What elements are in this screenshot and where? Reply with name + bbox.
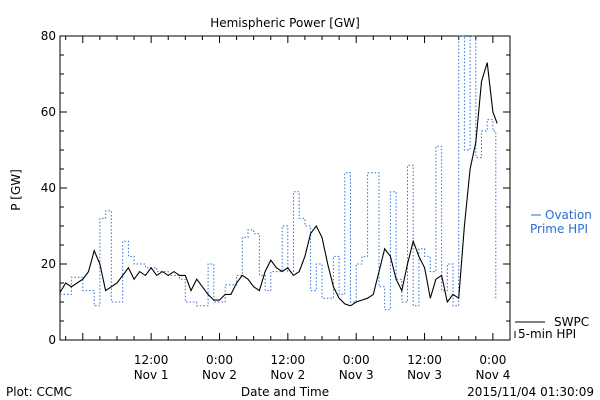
y-tick-label: 0 [48,333,56,347]
x-tick-label-time: 0:00 [479,353,506,367]
x-tick-label-time: 12:00 [134,353,169,367]
x-tick-label-date: Nov 4 [475,368,510,382]
x-tick-label-date: Nov 2 [270,368,305,382]
y-tick-label: 80 [41,29,56,43]
x-tick-label-time: 12:00 [271,353,306,367]
axis-ticks [60,35,511,341]
x-tick-label-date: Nov 3 [407,368,442,382]
series-swpc-5min-hpi [59,62,498,307]
chart-title: Hemispheric Power [GW] [210,16,360,30]
x-tick-label-date: Nov 2 [202,368,237,382]
x-tick-label-date: Nov 3 [339,368,374,382]
footer-timestamp: 2015/11/04 01:30:09 [467,385,594,399]
legend-ovation-label: Ovation [545,208,592,222]
x-axis-label: Date and Time [241,385,329,399]
x-tick-label-time: 12:00 [407,353,442,367]
footer-plot-credit: Plot: CCMC [6,385,72,399]
legend-swpc-label: SWPC [554,315,589,329]
legend-ovation-label-2: Prime HPI [530,222,588,236]
y-tick-labels: 0 20 40 60 80 [41,29,56,347]
x-tick-label-time: 0:00 [206,353,233,367]
y-tick-label: 60 [41,105,56,119]
y-tick-label: 20 [41,257,56,271]
legend-swpc-label-2: 5-min HPI [518,327,576,341]
y-tick-label: 40 [41,181,56,195]
plot-frame [59,35,511,341]
x-tick-label-date: Nov 1 [134,368,169,382]
series-ovation-prime-hpi [60,35,497,311]
x-tick-label-time: 0:00 [343,353,370,367]
y-axis-label: P [GW] [9,169,23,211]
